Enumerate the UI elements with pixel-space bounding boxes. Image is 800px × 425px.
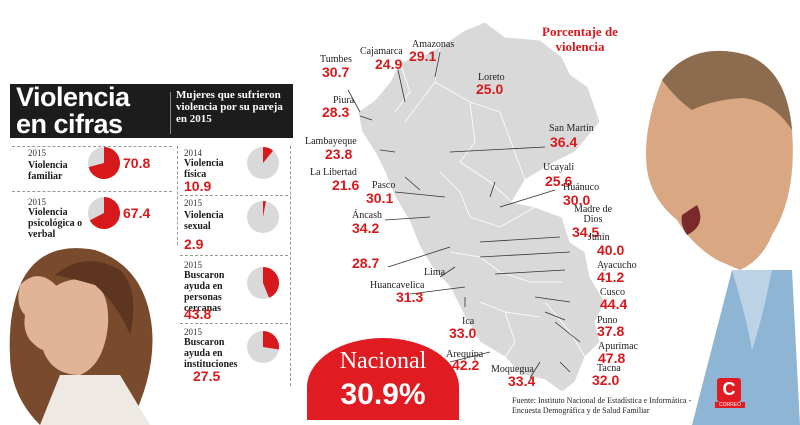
dept-name: Ica: [462, 316, 475, 327]
dept-value: 28.3: [322, 104, 350, 120]
dept-value: 32.0: [592, 372, 620, 388]
pie-chart: [88, 197, 120, 229]
dept-name: Apurímac: [598, 341, 638, 352]
dept-value: 29.1: [409, 48, 437, 64]
dept-name: Lima: [424, 267, 446, 278]
dept-value: 23.8: [325, 146, 353, 162]
stat-value: 43.8: [184, 306, 212, 322]
title-banner: [10, 84, 293, 138]
dept-value: 30.0: [563, 192, 591, 208]
dept-value: 34.5: [572, 224, 600, 240]
correo-logo: [717, 378, 741, 402]
dept-name: Pasco: [372, 180, 396, 191]
pie-chart: [247, 147, 279, 179]
peru-map: [347, 21, 606, 393]
dept-name: Amazonas: [412, 39, 455, 50]
divider: [12, 146, 172, 147]
title-divider: [170, 92, 171, 134]
stat-year: 2015: [28, 148, 46, 158]
divider: [180, 323, 288, 324]
dept-value: 34.2: [352, 220, 380, 236]
dept-name: Huánuco: [563, 182, 600, 193]
dept-name: Puno: [597, 315, 618, 326]
dept-name: La Libertad: [310, 167, 357, 178]
dept-value: 44.4: [600, 296, 628, 312]
dept-name: Piura: [333, 95, 355, 106]
dept-value: 40.0: [597, 242, 625, 258]
stat-value: 2.9: [184, 236, 204, 252]
dept-name: Madre de Dios: [573, 204, 613, 225]
dept-value: 31.3: [396, 289, 424, 305]
stat-label: Buscaron ayuda en instituciones: [184, 337, 238, 370]
pie-slice: [88, 147, 120, 179]
stat-year: 2015: [28, 197, 46, 207]
pie-chart: [247, 201, 279, 233]
source-note: Fuente: Instituto Nacional de Estadístic…: [512, 396, 692, 415]
pie-slice: [263, 147, 274, 163]
pie-slice: [263, 201, 266, 217]
dept-value: 36.4: [550, 134, 578, 150]
national-badge: [307, 338, 459, 420]
page-subtitle: Mujeres que sufrieron violencia por su p…: [176, 89, 283, 125]
divider: [12, 191, 172, 192]
national-label: Nacional: [339, 348, 427, 374]
dept-name: San Martín: [549, 123, 594, 134]
stat-label: Buscaron ayuda en personas cercanas: [184, 270, 225, 314]
dept-value: 25.0: [476, 81, 504, 97]
logo-letter: C: [722, 379, 736, 399]
stat-value: 67.4: [123, 205, 151, 221]
stat-value: 10.9: [184, 178, 212, 194]
dept-value: 24.9: [375, 56, 403, 72]
dept-name: Arequipa: [446, 349, 484, 360]
pie-slice: [263, 331, 279, 350]
divider: [180, 195, 288, 196]
divider: [180, 255, 288, 256]
logo-text: CORREO: [715, 402, 745, 408]
dept-value: 30.7: [322, 64, 350, 80]
stat-year: 2015: [184, 198, 202, 208]
dept-value: 47.8: [598, 350, 626, 366]
dept-value: 30.1: [366, 190, 394, 206]
dept-value: 37.8: [597, 323, 625, 339]
dept-name: Tacna: [597, 363, 621, 374]
dept-name: Huancavelica: [370, 280, 425, 291]
dept-name: Áncash: [352, 210, 382, 221]
divider: [290, 146, 291, 386]
pie-chart: [247, 331, 279, 363]
dept-name: Lambayeque: [305, 136, 357, 147]
dept-name: Cajamarca: [360, 46, 403, 57]
dept-value: 41.2: [597, 269, 625, 285]
dept-name: Loreto: [478, 72, 505, 83]
stat-value: 70.8: [123, 155, 151, 171]
national-value: 30.9%: [340, 378, 426, 411]
stat-year: 2015: [184, 260, 202, 270]
stat-year: 2015: [184, 327, 202, 337]
stat-year: 2014: [184, 148, 202, 158]
dept-name: Ucayali: [543, 162, 575, 173]
page-title: Violencia en cifras: [16, 82, 130, 139]
stat-value: 27.5: [193, 368, 221, 384]
woman-illustration: [0, 245, 180, 425]
dept-value: 21.6: [332, 177, 360, 193]
stat-label: Violencia física: [184, 158, 224, 180]
dept-value: 33.0: [449, 325, 477, 341]
pie-chart: [88, 147, 120, 179]
stat-label: Violencia psicológica o verbal: [28, 207, 83, 240]
man-illustration: [646, 50, 800, 425]
dept-name: Ayacucho: [597, 260, 637, 271]
dept-name: Junín: [588, 232, 610, 243]
dept-value: 25.6: [545, 173, 573, 189]
pie-slice: [89, 197, 120, 229]
stat-label: Violencia sexual: [184, 210, 224, 232]
stat-label: Violencia familiar: [28, 160, 68, 182]
dept-value: 33.4: [508, 373, 536, 389]
map-title: Porcentaje de violencia: [542, 24, 618, 54]
dept-value: 42.2: [452, 357, 480, 373]
dept-name: Tumbes: [320, 54, 352, 65]
dept-name: Cusco: [600, 287, 625, 298]
dept-name: Moquegua: [491, 364, 534, 375]
pie-slice: [263, 267, 279, 298]
dept-value: 28.7: [352, 255, 380, 271]
pie-chart: [247, 267, 279, 299]
